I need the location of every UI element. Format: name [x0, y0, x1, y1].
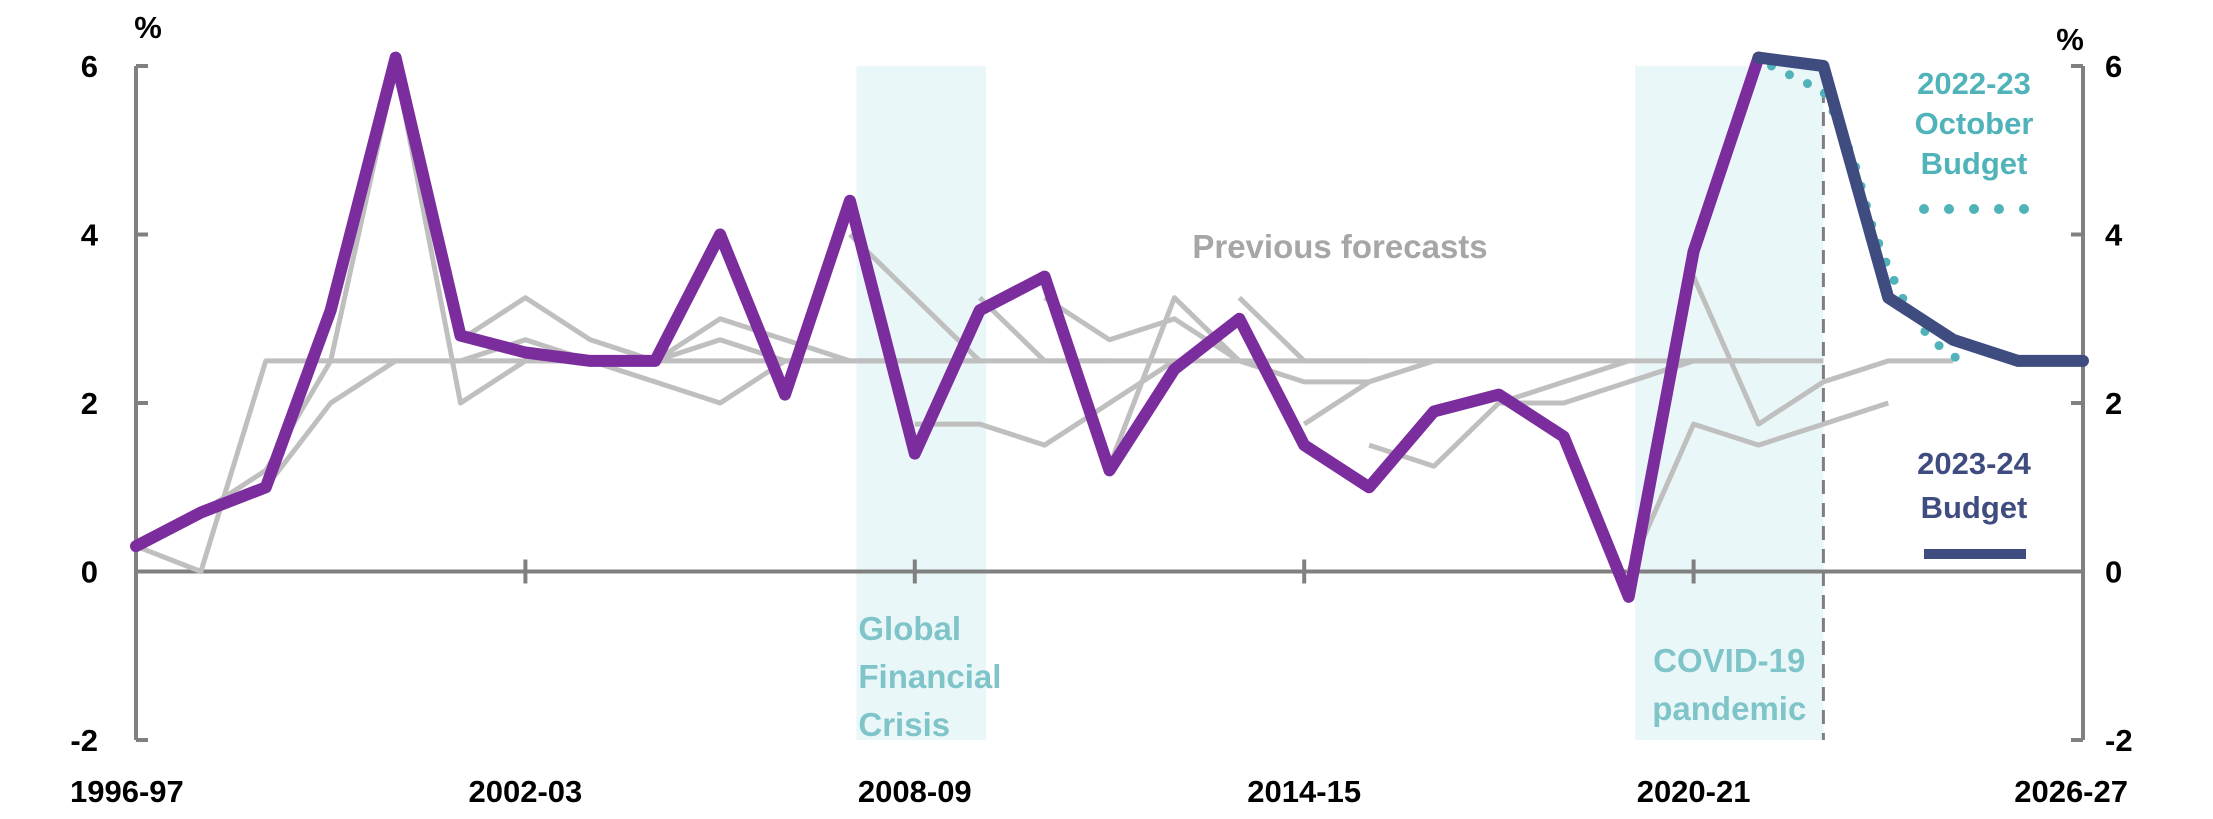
- y-tick-label-right: 6: [2105, 49, 2122, 84]
- series-line-2023-24-budget: [1752, 51, 2089, 367]
- x-tick-label: 2014-15: [1247, 774, 1361, 809]
- y-tick-label-right: 0: [2105, 555, 2122, 590]
- y-tick-label-left: 0: [81, 555, 98, 590]
- y-tick-label-left: 4: [81, 218, 99, 253]
- legend-label-2022-23-october-budget: Budget: [1921, 146, 2028, 181]
- shaded-period-label-covid-19-pandemic: COVID-19: [1653, 642, 1805, 679]
- legend-label-2023-24-budget: 2023-24: [1917, 446, 2032, 481]
- legend-label-2022-23-october-budget: 2022-23: [1917, 66, 2031, 101]
- y-tick-label-right: 4: [2105, 218, 2123, 253]
- previous-forecast-line: [1691, 275, 1954, 427]
- main-series-lines: [130, 51, 2089, 603]
- previous-forecast-line: [1302, 358, 1435, 427]
- x-tick-label: 2020-21: [1637, 774, 1751, 809]
- previous-forecast-line: [135, 358, 1759, 574]
- previous-forecast-line: [199, 63, 850, 515]
- y-tick-label-left: -2: [70, 723, 98, 758]
- previous-forecasts-annotation: Previous forecasts: [1192, 228, 1487, 265]
- previous-forecast-line: [977, 295, 1110, 364]
- previous-forecast-line: [1107, 295, 1370, 468]
- y-tick-label-right: 2: [2105, 386, 2122, 421]
- x-tick-label: 2026-27: [2014, 774, 2128, 809]
- shaded-period-label-global-financial-crisis: Crisis: [858, 706, 950, 743]
- shaded-period-label-global-financial-crisis: Global: [858, 610, 961, 647]
- chart-labels: % % Previous forecasts Global Financial Cr…: [134, 10, 2084, 743]
- legend-label-2023-24-budget: Budget: [1921, 490, 2028, 525]
- previous-forecast-line: [1626, 400, 1890, 573]
- y-unit-label-right: %: [2056, 22, 2084, 57]
- y-tick-label-right: -2: [2105, 723, 2133, 758]
- legend-label-2022-23-october-budget: October: [1915, 106, 2034, 141]
- previous-forecast-line: [914, 358, 1176, 448]
- previous-forecast-line: [1237, 295, 1370, 364]
- shaded-period-global-financial-crisis: [856, 66, 987, 740]
- shaded-period-label-global-financial-crisis: Financial: [858, 658, 1001, 695]
- x-tick-label: 2008-09: [858, 774, 972, 809]
- shaded-period-label-covid-19-pandemic: pandemic: [1652, 690, 1806, 727]
- x-tick-label: 2002-03: [469, 774, 583, 809]
- y-unit-label-left: %: [134, 10, 162, 45]
- axes: -2 -2 0 0 2 2 4 4 6 6 1996-97 2002-03 2008-09 2014-15…: [70, 49, 2133, 809]
- x-tick-label: 1996-97: [70, 774, 184, 809]
- legend: 2022-23 October Budget 2023-24 Budget: [1915, 66, 2034, 559]
- series-line-actual: [130, 51, 1765, 603]
- previous-forecast-line: [1498, 358, 1630, 406]
- previous-forecast-line: [848, 232, 982, 363]
- y-tick-label-left: 2: [81, 386, 98, 421]
- y-tick-label-left: 6: [81, 49, 98, 84]
